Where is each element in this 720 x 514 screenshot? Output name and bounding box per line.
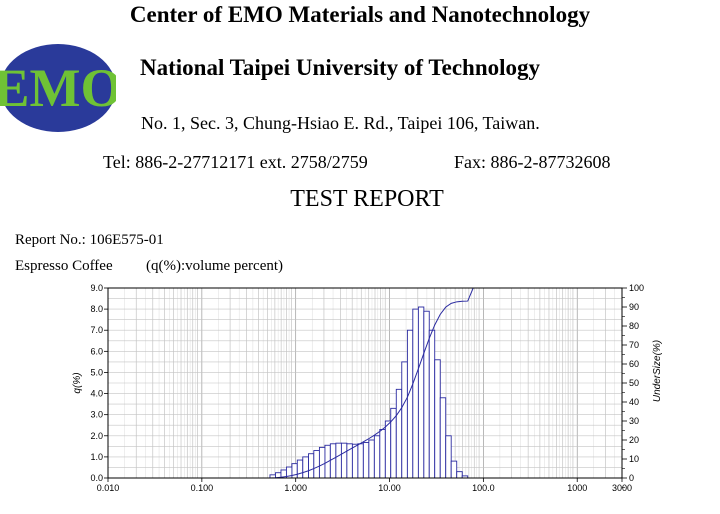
histogram-bar bbox=[445, 435, 452, 479]
histogram-bar bbox=[329, 443, 337, 479]
histogram-bar bbox=[412, 308, 419, 479]
histogram-bar bbox=[335, 442, 342, 479]
y2-tick-label: 0 bbox=[629, 473, 634, 483]
histogram-bar bbox=[357, 443, 364, 479]
telephone: Tel: 886-2-27712171 ext. 2758/2759 bbox=[103, 152, 368, 172]
histogram-bar bbox=[434, 359, 441, 479]
histogram-bar bbox=[428, 329, 436, 479]
chart-axes: 0.0 1.0 2.0 3.0 4.0 5.0 6.0 7.0 8.0 9.0 0 10 20 30 40 5… bbox=[90, 283, 644, 493]
histogram-bar bbox=[351, 443, 359, 479]
histogram-bar bbox=[313, 450, 320, 479]
university-name: National Taipei University of Technology bbox=[140, 55, 541, 80]
report-title: TEST REPORT bbox=[290, 186, 444, 212]
logo-ellipse bbox=[0, 44, 116, 132]
y2-tick-label: 20 bbox=[629, 435, 639, 445]
y-tick-label: 6.0 bbox=[90, 346, 103, 356]
y2-tick-label: 80 bbox=[629, 321, 639, 331]
histogram-bar bbox=[373, 435, 381, 479]
y-tick-label: 1.0 bbox=[90, 452, 103, 462]
histogram-bar bbox=[368, 439, 375, 479]
histogram-bar bbox=[417, 306, 425, 479]
emo-logo: EMO bbox=[0, 44, 116, 132]
y-tick-label: 4.0 bbox=[90, 389, 103, 399]
histogram-bar bbox=[302, 456, 309, 479]
x-tick-label: 100.0 bbox=[472, 483, 495, 493]
y-tick-label: 9.0 bbox=[90, 283, 103, 293]
q-description: (q(%):volume percent) bbox=[146, 258, 284, 274]
y2-axis-label: UnderSize(%) bbox=[652, 340, 663, 402]
histogram-bar bbox=[395, 388, 403, 479]
x-tick-label: 10.00 bbox=[378, 483, 401, 493]
histogram-bar bbox=[401, 361, 408, 479]
y2-tick-label: 90 bbox=[629, 302, 639, 312]
y-tick-label: 5.0 bbox=[90, 367, 103, 377]
histogram-bar bbox=[340, 442, 348, 479]
sample-name: Espresso Coffee bbox=[15, 258, 113, 274]
report-number: Report No.: 106E575-01 bbox=[15, 232, 164, 248]
histogram-bar bbox=[318, 446, 326, 479]
chart-grid bbox=[107, 287, 623, 479]
histogram-bar bbox=[456, 471, 463, 479]
logo-letters: EMO bbox=[0, 58, 116, 118]
histogram-bar bbox=[384, 420, 392, 479]
x-tick-label: 0.010 bbox=[97, 483, 120, 493]
center-name: Center of EMO Materials and Nanotechnolo… bbox=[129, 2, 591, 27]
y2-tick-label: 60 bbox=[629, 359, 639, 369]
histogram-bar bbox=[450, 460, 458, 479]
y2-tick-label: 50 bbox=[629, 378, 639, 388]
undersize-curve bbox=[269, 287, 622, 479]
y2-tick-label: 100 bbox=[629, 283, 644, 293]
x-tick-label: 1000 bbox=[567, 483, 587, 493]
y-axis-label: q(%) bbox=[72, 372, 83, 393]
y-tick-label: 2.0 bbox=[90, 431, 103, 441]
address: No. 1, Sec. 3, Chung-Hsiao E. Rd., Taipe… bbox=[141, 113, 540, 133]
y2-tick-label: 10 bbox=[629, 454, 639, 464]
fax: Fax: 886-2-87732608 bbox=[454, 152, 611, 172]
histogram-bar bbox=[379, 428, 386, 479]
y2-tick-label: 40 bbox=[629, 397, 639, 407]
x-tick-label: 0.100 bbox=[191, 483, 214, 493]
y-tick-label: 3.0 bbox=[90, 410, 103, 420]
x-tick-label: 1.000 bbox=[284, 483, 307, 493]
x-tick-label: 3000 bbox=[612, 483, 632, 493]
particle-size-chart: 0.0 1.0 2.0 3.0 4.0 5.0 6.0 7.0 8.0 9.0 0 10 20 30 40 5… bbox=[72, 283, 663, 493]
histogram-bar bbox=[296, 459, 304, 479]
histogram-bar bbox=[406, 329, 414, 479]
y2-tick-label: 30 bbox=[629, 416, 639, 426]
histogram-bar bbox=[362, 442, 370, 479]
y2-tick-label: 70 bbox=[629, 340, 639, 350]
y-tick-label: 8.0 bbox=[90, 304, 103, 314]
y-tick-label: 0.0 bbox=[90, 473, 103, 483]
histogram-bar bbox=[308, 453, 315, 479]
histogram-bar bbox=[423, 310, 430, 479]
y-tick-label: 7.0 bbox=[90, 325, 103, 335]
histogram-bar bbox=[439, 397, 447, 479]
